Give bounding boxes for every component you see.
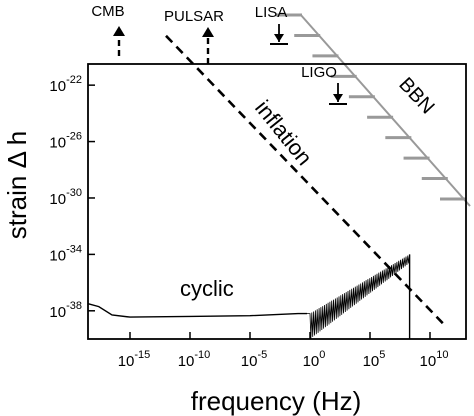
x-axis-label: frequency (Hz) <box>191 386 362 416</box>
series-layer <box>87 34 446 339</box>
x-tick-label: 10-15 <box>118 349 151 370</box>
series-oscillation-cyclic <box>307 254 410 339</box>
lisa-arrow-head <box>274 34 284 42</box>
annotation-label-pulsar: PULSAR <box>164 8 224 25</box>
ligo-arrow-head <box>333 94 343 102</box>
x-tick-label: 10-10 <box>178 349 211 370</box>
series-label-cyclic: cyclic <box>180 276 234 301</box>
y-tick-label: 10-34 <box>49 243 82 264</box>
plot-frame <box>87 63 467 340</box>
pulsar-arrow-head <box>202 27 214 37</box>
cmb-arrow-head <box>113 26 125 36</box>
x-tick-label: 105 <box>363 349 386 370</box>
y-axis-label: strain Δ h <box>2 131 32 239</box>
x-tick-label: 100 <box>303 349 326 370</box>
annotation-label-bbn: BBN <box>394 73 438 118</box>
bbn-line <box>299 13 471 207</box>
axis-ticks: 10-15 10-10 10-5 100 105 1010 10-22 10-26 10-30 1… <box>49 74 448 370</box>
bbn-bound <box>276 13 471 207</box>
y-tick-label: 10-26 <box>49 131 82 152</box>
series-line-cyclic <box>87 303 307 318</box>
annotation-label-lisa: LISA <box>255 4 288 21</box>
annotation-label-cmb: CMB <box>91 3 124 20</box>
series-line-inflation <box>165 34 446 326</box>
y-tick-label: 10-22 <box>49 74 82 95</box>
y-tick-label: 10-30 <box>49 187 82 208</box>
x-tick-label: 10-5 <box>241 349 267 370</box>
annotation-label-ligo: LIGO <box>301 64 337 81</box>
x-tick-label: 1010 <box>420 349 449 370</box>
y-tick-label: 10-38 <box>49 300 82 321</box>
